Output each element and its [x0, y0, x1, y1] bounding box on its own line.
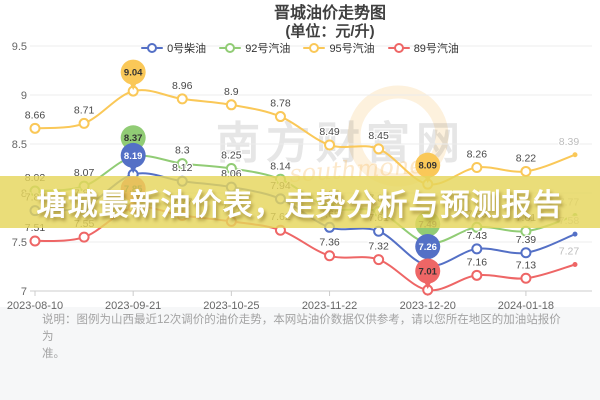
data-point[interactable] [373, 225, 385, 237]
pin-balloon-icon [120, 142, 146, 168]
x-axis-tick-label: 2023-08-10 [7, 300, 63, 312]
pin-balloon-icon [415, 152, 441, 178]
pin-value-label: 8.37 [124, 133, 143, 144]
x-axis-tick-label: 2023-12-20 [400, 300, 456, 312]
data-point[interactable] [471, 243, 483, 255]
y-axis-tick-label: 7 [21, 286, 27, 298]
data-point-label: 8.12 [172, 162, 193, 174]
legend-label: 89号汽油 [413, 43, 459, 55]
legend-line-marker-icon [387, 43, 410, 53]
legend-label: 95号汽油 [329, 43, 375, 55]
footer-strip [0, 307, 600, 400]
data-point-label: 7.39 [516, 234, 537, 246]
data-point[interactable] [520, 165, 532, 177]
legend-item-89号汽油[interactable]: 89号汽油 [387, 40, 459, 56]
data-point-label: 8.96 [172, 80, 193, 92]
data-point-label: 8.3 [175, 145, 190, 157]
data-point[interactable] [324, 250, 336, 262]
data-point-label: 8.26 [467, 149, 488, 161]
data-point-label: 8.22 [516, 152, 537, 164]
legend-line-marker-icon [141, 43, 164, 53]
data-point[interactable] [29, 122, 41, 134]
legend-item-95号汽油[interactable]: 95号汽油 [303, 40, 375, 56]
pin-value-label: 8.09 [418, 161, 437, 172]
data-point[interactable] [78, 117, 90, 129]
x-axis-tick-label: 2023-10-25 [203, 300, 259, 312]
data-point[interactable] [520, 272, 532, 284]
data-point-label: 7.32 [368, 241, 389, 253]
data-point[interactable] [176, 93, 188, 105]
pin-value-label: 7.01 [418, 267, 437, 278]
data-point[interactable] [373, 143, 385, 155]
chart-title: 晋城油价走势图 (单位：元/升) [70, 5, 590, 40]
pin-balloon-icon [415, 258, 441, 284]
data-point-label: 8.25 [221, 150, 242, 162]
y-axis-tick-label: 9 [21, 90, 27, 102]
footnote-line1: 说明：图例为山西最近12次调价的油价走势，本网站油价数据仅供参考，请以您所在地区… [42, 314, 561, 343]
data-point-label: 7.43 [467, 230, 488, 242]
pin-balloon-icon [415, 234, 441, 260]
headline-banner-background [0, 176, 600, 228]
headline-banner: 塘城最新油价表，走势分析与预测报告 [0, 176, 600, 228]
data-point-label: 8.45 [368, 130, 389, 142]
data-point[interactable] [29, 235, 41, 247]
data-point-label: 8.9 [224, 86, 239, 98]
x-axis-tick-label: 2024-01-18 [498, 300, 554, 312]
y-axis-tick-label: 8.5 [12, 139, 27, 151]
pin-balloon-icon [120, 125, 146, 151]
chart-title-unit: (单位：元/升) [285, 23, 375, 40]
data-point[interactable] [225, 99, 237, 111]
x-axis-tick-label: 2023-11-22 [302, 300, 357, 312]
data-point[interactable] [471, 162, 483, 174]
data-point[interactable] [520, 247, 532, 259]
footnote-line2: 准。 [42, 348, 65, 360]
legend-label: 0号柴油 [167, 43, 207, 55]
chart-legend: 0号柴油 92号汽油 95号汽油 89号汽油 [0, 40, 600, 56]
legend-line-marker-icon [303, 43, 326, 53]
max-pin-0号柴油[interactable]: 8.19 [120, 142, 146, 174]
data-point[interactable] [373, 254, 385, 266]
data-point[interactable] [572, 231, 578, 237]
data-point-label: 8.39 [559, 136, 580, 148]
legend-item-0号柴油[interactable]: 0号柴油 [141, 40, 206, 56]
data-point-label: 7.13 [516, 259, 537, 271]
pin-value-label: 9.04 [124, 68, 143, 79]
pin-value-label: 7.26 [418, 242, 437, 253]
data-point-label: 8.14 [270, 160, 291, 172]
max-pin-95号汽油[interactable]: 9.04 [120, 59, 146, 91]
legend-item-92号汽油[interactable]: 92号汽油 [219, 40, 290, 56]
legend-line-marker-icon [219, 43, 242, 53]
data-point[interactable] [78, 231, 90, 243]
data-point-label: 8.78 [270, 98, 291, 110]
pin-balloon-icon [120, 59, 146, 85]
data-point[interactable] [572, 152, 578, 158]
headline-banner-text: 塘城最新油价表，走势分析与预测报告 [36, 189, 564, 222]
data-point[interactable] [324, 139, 336, 151]
data-point[interactable] [274, 111, 286, 123]
chart-title-line1: 晋城油价走势图 [273, 5, 386, 22]
legend-label: 92号汽油 [245, 43, 291, 55]
series-89号汽油 [29, 202, 578, 296]
x-axis-tick-label: 2023-09-21 [105, 300, 161, 312]
data-point-label: 8.71 [74, 104, 95, 116]
data-point[interactable] [572, 262, 578, 268]
data-point-label: 7.16 [467, 256, 488, 268]
data-point-label: 7.36 [319, 237, 340, 249]
data-point[interactable] [176, 158, 188, 170]
y-axis-tick-label: 7.5 [12, 237, 27, 249]
min-pin-89号汽油[interactable]: 7.01 [415, 258, 441, 290]
pin-value-label: 8.19 [124, 151, 143, 162]
data-point[interactable] [471, 269, 483, 281]
data-point-label: 7.27 [559, 246, 580, 258]
data-point-label: 8.66 [25, 109, 46, 121]
data-point[interactable] [225, 163, 237, 174]
chart-footnote: 说明：图例为山西最近12次调价的油价走势，本网站油价数据仅供参考，请以您所在地区… [42, 312, 572, 363]
data-point-label: 8.49 [319, 126, 340, 138]
y-axis-tick-label: 9.5 [12, 41, 27, 53]
